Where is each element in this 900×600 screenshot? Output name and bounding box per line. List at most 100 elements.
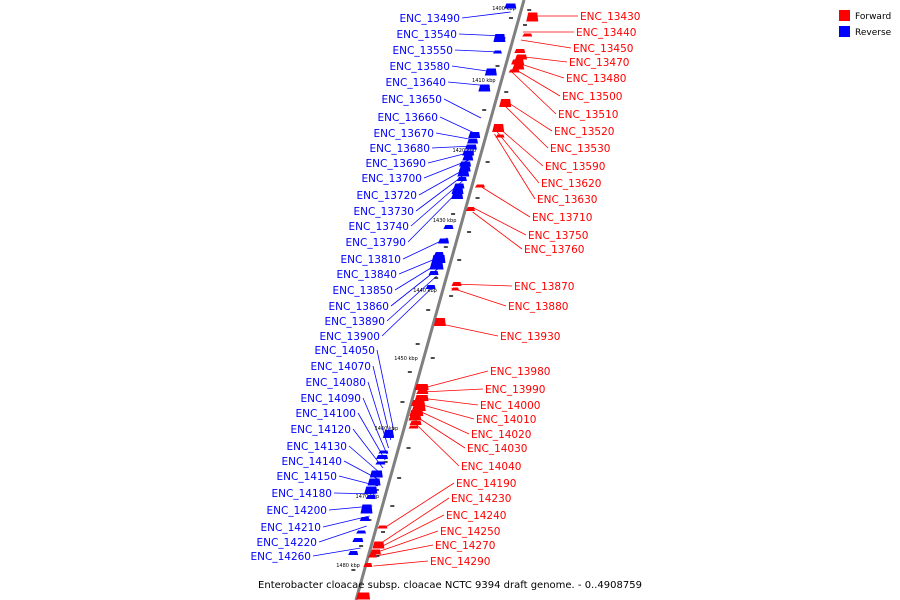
reverse-gene-label[interactable]: ENC_14080: [306, 377, 366, 389]
gene-feature[interactable]: [365, 495, 376, 499]
forward-gene-label[interactable]: ENC_13870: [514, 281, 574, 293]
forward-gene-label[interactable]: ENC_14040: [461, 461, 521, 473]
gene-feature[interactable]: [375, 461, 386, 465]
forward-gene-label[interactable]: ENC_13710: [532, 212, 592, 224]
gene-feature[interactable]: [465, 207, 475, 211]
gene-feature[interactable]: [484, 68, 497, 76]
reverse-gene-label[interactable]: ENC_14180: [272, 488, 332, 500]
gene-feature[interactable]: [493, 34, 506, 42]
reverse-gene-label[interactable]: ENC_13670: [374, 128, 434, 140]
forward-gene-label[interactable]: ENC_13630: [537, 194, 597, 206]
gene-feature[interactable]: [367, 478, 381, 486]
gene-feature[interactable]: [492, 50, 502, 54]
gene-feature[interactable]: [459, 161, 472, 167]
reverse-gene-label[interactable]: ENC_14150: [277, 471, 337, 483]
gene-feature[interactable]: [378, 450, 389, 454]
forward-gene-label[interactable]: ENC_14010: [476, 414, 536, 426]
reverse-gene-label[interactable]: ENC_13580: [390, 61, 450, 73]
forward-gene-label[interactable]: ENC_13480: [566, 73, 626, 85]
gene-feature[interactable]: [356, 592, 371, 600]
gene-feature[interactable]: [377, 525, 388, 529]
gene-feature[interactable]: [356, 530, 367, 534]
gene-feature[interactable]: [409, 410, 424, 416]
gene-feature[interactable]: [428, 271, 439, 275]
reverse-gene-label[interactable]: ENC_14120: [291, 424, 351, 436]
reverse-gene-label[interactable]: ENC_13700: [362, 173, 422, 185]
gene-feature[interactable]: [512, 64, 525, 70]
gene-feature[interactable]: [514, 49, 526, 53]
forward-gene-label[interactable]: ENC_13520: [554, 126, 614, 138]
reverse-gene-label[interactable]: ENC_14220: [257, 537, 317, 549]
reverse-gene-label[interactable]: ENC_14100: [296, 408, 356, 420]
reverse-gene-label[interactable]: ENC_13660: [378, 112, 438, 124]
reverse-gene-label[interactable]: ENC_13490: [400, 13, 460, 25]
forward-gene-label[interactable]: ENC_14270: [435, 540, 495, 552]
reverse-gene-label[interactable]: ENC_14200: [267, 505, 327, 517]
reverse-gene-label[interactable]: ENC_13840: [337, 269, 397, 281]
gene-feature[interactable]: [408, 425, 419, 429]
gene-feature[interactable]: [468, 132, 481, 138]
gene-feature[interactable]: [359, 517, 370, 521]
forward-gene-label[interactable]: ENC_14230: [451, 493, 511, 505]
forward-gene-label[interactable]: ENC_13620: [541, 178, 601, 190]
forward-gene-label[interactable]: ENC_13980: [490, 366, 550, 378]
forward-gene-label[interactable]: ENC_13590: [545, 161, 605, 173]
gene-feature[interactable]: [462, 150, 475, 156]
gene-feature[interactable]: [416, 390, 429, 394]
reverse-gene-label[interactable]: ENC_13810: [341, 254, 401, 266]
reverse-gene-label[interactable]: ENC_13890: [325, 316, 385, 328]
gene-feature[interactable]: [495, 134, 505, 138]
gene-feature[interactable]: [369, 470, 383, 478]
gene-feature[interactable]: [360, 504, 373, 514]
forward-gene-label[interactable]: ENC_13470: [569, 57, 629, 69]
gene-feature[interactable]: [504, 3, 517, 9]
gene-feature[interactable]: [411, 405, 426, 411]
gene-feature[interactable]: [522, 33, 533, 37]
forward-gene-label[interactable]: ENC_14290: [430, 556, 490, 568]
forward-gene-label[interactable]: ENC_14240: [446, 510, 506, 522]
gene-feature[interactable]: [464, 144, 477, 150]
reverse-gene-label[interactable]: ENC_14140: [282, 456, 342, 468]
gene-feature[interactable]: [433, 318, 446, 326]
gene-feature[interactable]: [467, 138, 479, 144]
gene-feature[interactable]: [451, 188, 464, 194]
gene-feature[interactable]: [364, 486, 378, 494]
forward-gene-label[interactable]: ENC_13440: [576, 27, 636, 39]
reverse-gene-label[interactable]: ENC_13790: [346, 237, 406, 249]
gene-feature[interactable]: [348, 551, 359, 555]
gene-feature[interactable]: [511, 59, 525, 65]
reverse-gene-label[interactable]: ENC_13640: [386, 77, 446, 89]
gene-feature[interactable]: [478, 84, 491, 92]
reverse-gene-label[interactable]: ENC_14050: [315, 345, 375, 357]
gene-feature[interactable]: [453, 183, 465, 189]
gene-feature[interactable]: [369, 549, 381, 555]
reverse-gene-label[interactable]: ENC_14260: [251, 551, 311, 563]
reverse-gene-label[interactable]: ENC_13690: [366, 158, 426, 170]
reverse-gene-label[interactable]: ENC_14130: [287, 441, 347, 453]
gene-feature[interactable]: [474, 184, 485, 188]
forward-gene-label[interactable]: ENC_13500: [562, 91, 622, 103]
gene-feature[interactable]: [451, 282, 462, 286]
gene-feature[interactable]: [425, 285, 436, 289]
gene-feature[interactable]: [431, 255, 446, 263]
gene-feature[interactable]: [451, 193, 464, 199]
gene-feature[interactable]: [438, 238, 450, 244]
reverse-gene-label[interactable]: ENC_13900: [320, 331, 380, 343]
gene-feature[interactable]: [462, 155, 474, 161]
reverse-gene-label[interactable]: ENC_13540: [397, 29, 457, 41]
forward-gene-label[interactable]: ENC_13760: [524, 244, 584, 256]
reverse-gene-label[interactable]: ENC_13680: [370, 143, 430, 155]
reverse-gene-label[interactable]: ENC_14090: [301, 393, 361, 405]
gene-feature[interactable]: [526, 12, 539, 22]
forward-gene-label[interactable]: ENC_13430: [580, 11, 640, 23]
gene-feature[interactable]: [414, 395, 429, 401]
forward-gene-label[interactable]: ENC_13450: [573, 43, 633, 55]
gene-feature[interactable]: [451, 287, 460, 291]
gene-feature[interactable]: [409, 421, 422, 425]
gene-feature[interactable]: [456, 177, 467, 181]
forward-gene-label[interactable]: ENC_14250: [440, 526, 500, 538]
gene-feature[interactable]: [443, 225, 454, 229]
reverse-gene-label[interactable]: ENC_13650: [382, 94, 442, 106]
gene-feature[interactable]: [363, 563, 373, 567]
forward-gene-label[interactable]: ENC_13750: [528, 230, 588, 242]
